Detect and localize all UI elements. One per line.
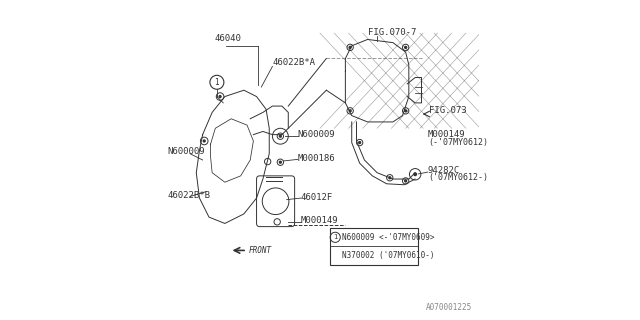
Text: 1: 1	[214, 78, 220, 87]
Text: N370002 ('07MY0610-): N370002 ('07MY0610-)	[342, 251, 435, 260]
Text: 94282C: 94282C	[428, 166, 460, 175]
Circle shape	[404, 110, 406, 112]
Text: A070001225: A070001225	[426, 303, 472, 312]
Circle shape	[280, 135, 282, 137]
Text: M000186: M000186	[298, 154, 335, 163]
Text: N600009: N600009	[168, 147, 205, 156]
Text: 46040: 46040	[214, 34, 241, 43]
Circle shape	[414, 173, 417, 176]
Circle shape	[389, 177, 391, 179]
Circle shape	[204, 140, 205, 142]
Text: FIG.073: FIG.073	[429, 106, 467, 115]
Text: FRONT: FRONT	[248, 246, 272, 255]
Text: (-'07MY0612): (-'07MY0612)	[428, 138, 488, 147]
Text: ('07MY0612-): ('07MY0612-)	[428, 173, 488, 182]
Circle shape	[358, 142, 360, 143]
Text: N600009: N600009	[298, 130, 335, 139]
Circle shape	[404, 180, 406, 182]
Text: 46012F: 46012F	[301, 193, 333, 202]
Circle shape	[280, 161, 282, 163]
Circle shape	[349, 110, 351, 112]
Text: FIG.070-7: FIG.070-7	[367, 28, 416, 37]
Circle shape	[219, 96, 221, 98]
Text: 1: 1	[333, 234, 337, 240]
Text: N600009 <-'07MY0609>: N600009 <-'07MY0609>	[342, 233, 435, 242]
Circle shape	[349, 46, 351, 48]
Text: M000149: M000149	[301, 216, 339, 226]
Text: 46022B*B: 46022B*B	[168, 191, 211, 200]
Text: M000149: M000149	[428, 130, 465, 139]
Circle shape	[404, 46, 406, 48]
Text: 46022B*A: 46022B*A	[273, 58, 316, 67]
